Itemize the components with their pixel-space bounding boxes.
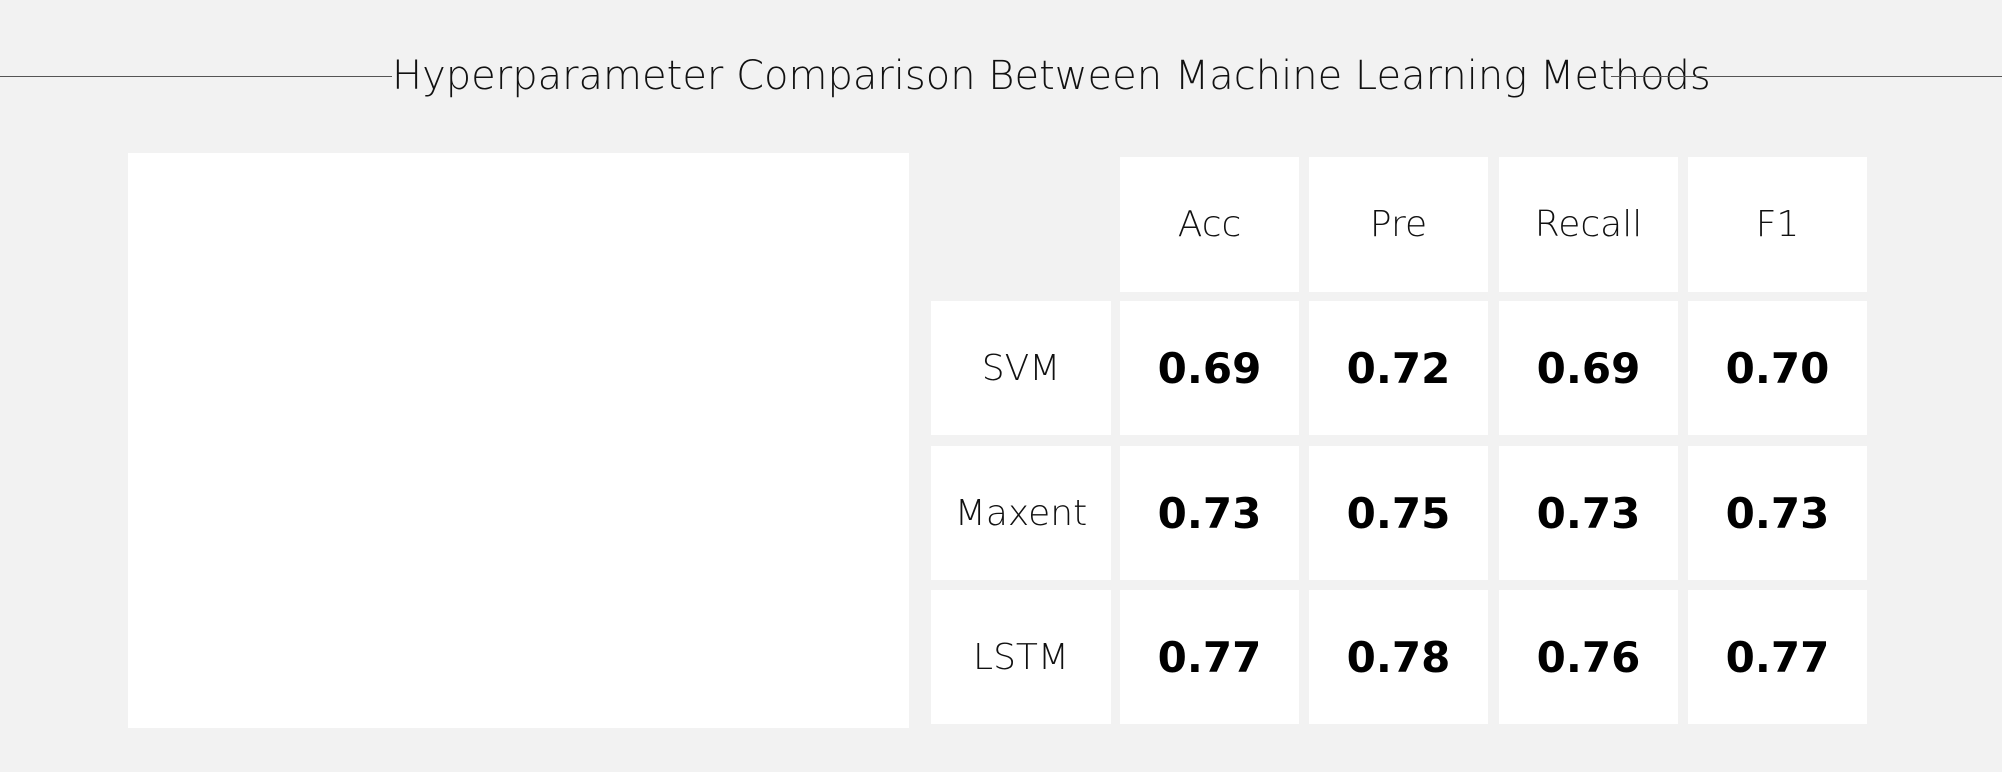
column-header-f1: F1 [1688, 157, 1867, 292]
title-rule-left [0, 76, 392, 77]
value-cell-svm-acc: 0.69 [1120, 301, 1299, 435]
value-cell-maxent-recall: 0.73 [1499, 446, 1678, 580]
blank-image-panel [128, 153, 909, 728]
value-cell-lstm-f1: 0.77 [1688, 590, 1867, 724]
chart-title: Hyperparameter Comparison Between Machin… [392, 53, 1711, 99]
column-header-recall: Recall [1499, 157, 1678, 292]
title-rule-right [1611, 76, 2002, 77]
value-cell-lstm-recall: 0.76 [1499, 590, 1678, 724]
value-cell-svm-pre: 0.72 [1309, 301, 1488, 435]
value-cell-svm-recall: 0.69 [1499, 301, 1678, 435]
column-header-pre: Pre [1309, 157, 1488, 292]
value-cell-lstm-acc: 0.77 [1120, 590, 1299, 724]
value-cell-maxent-pre: 0.75 [1309, 446, 1488, 580]
row-label-svm: SVM [931, 301, 1111, 435]
title-row: Hyperparameter Comparison Between Machin… [0, 52, 2002, 100]
value-cell-maxent-f1: 0.73 [1688, 446, 1867, 580]
row-label-maxent: Maxent [931, 446, 1111, 580]
value-cell-svm-f1: 0.70 [1688, 301, 1867, 435]
row-label-lstm: LSTM [931, 590, 1111, 724]
value-cell-lstm-pre: 0.78 [1309, 590, 1488, 724]
value-cell-maxent-acc: 0.73 [1120, 446, 1299, 580]
column-header-acc: Acc [1120, 157, 1299, 292]
